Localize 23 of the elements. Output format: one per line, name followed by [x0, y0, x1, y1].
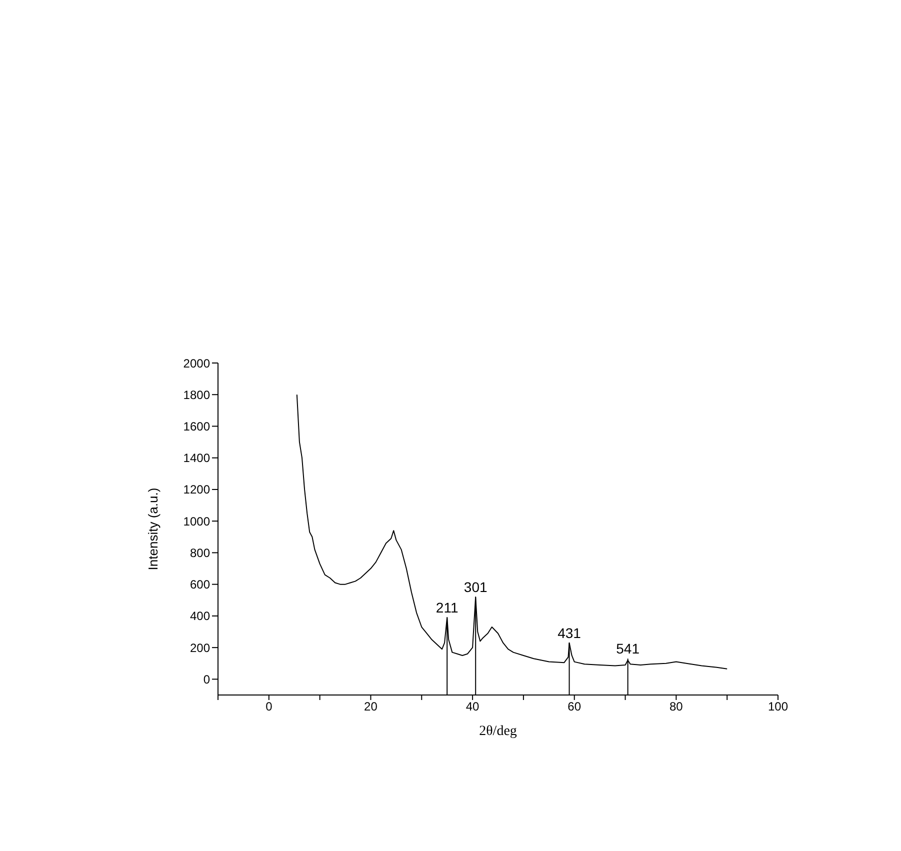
x-axis-title: 2θ/deg: [479, 724, 517, 739]
x-tick-label: 60: [568, 700, 582, 714]
y-tick-label: 1200: [183, 482, 210, 497]
annotation: 301: [464, 578, 488, 595]
annotation: 431: [558, 624, 582, 641]
y-tick-label: 800: [190, 546, 210, 560]
x-tick-label: 20: [364, 700, 378, 714]
y-tick-label: 400: [190, 609, 210, 624]
y-tick-label: 1800: [183, 388, 210, 402]
x-tick-label: 80: [670, 700, 684, 714]
x-tick-label: 40: [466, 700, 480, 714]
x-tick-label: 100: [768, 700, 788, 714]
y-tick-label: 2000: [183, 356, 210, 370]
annotation: 211: [436, 600, 458, 616]
y-axis-title: Intensity (a.u.): [146, 488, 161, 570]
y-tick-label: 1000: [183, 514, 210, 528]
annotation: 541: [616, 640, 640, 657]
x-tick-label: 0: [266, 700, 273, 714]
y-tick-label: 0: [203, 672, 210, 686]
y-tick-label: 1400: [183, 451, 210, 466]
y-tick-label: 200: [190, 640, 210, 655]
y-tick-label: 1600: [183, 420, 210, 434]
y-tick-label: 600: [190, 578, 210, 592]
